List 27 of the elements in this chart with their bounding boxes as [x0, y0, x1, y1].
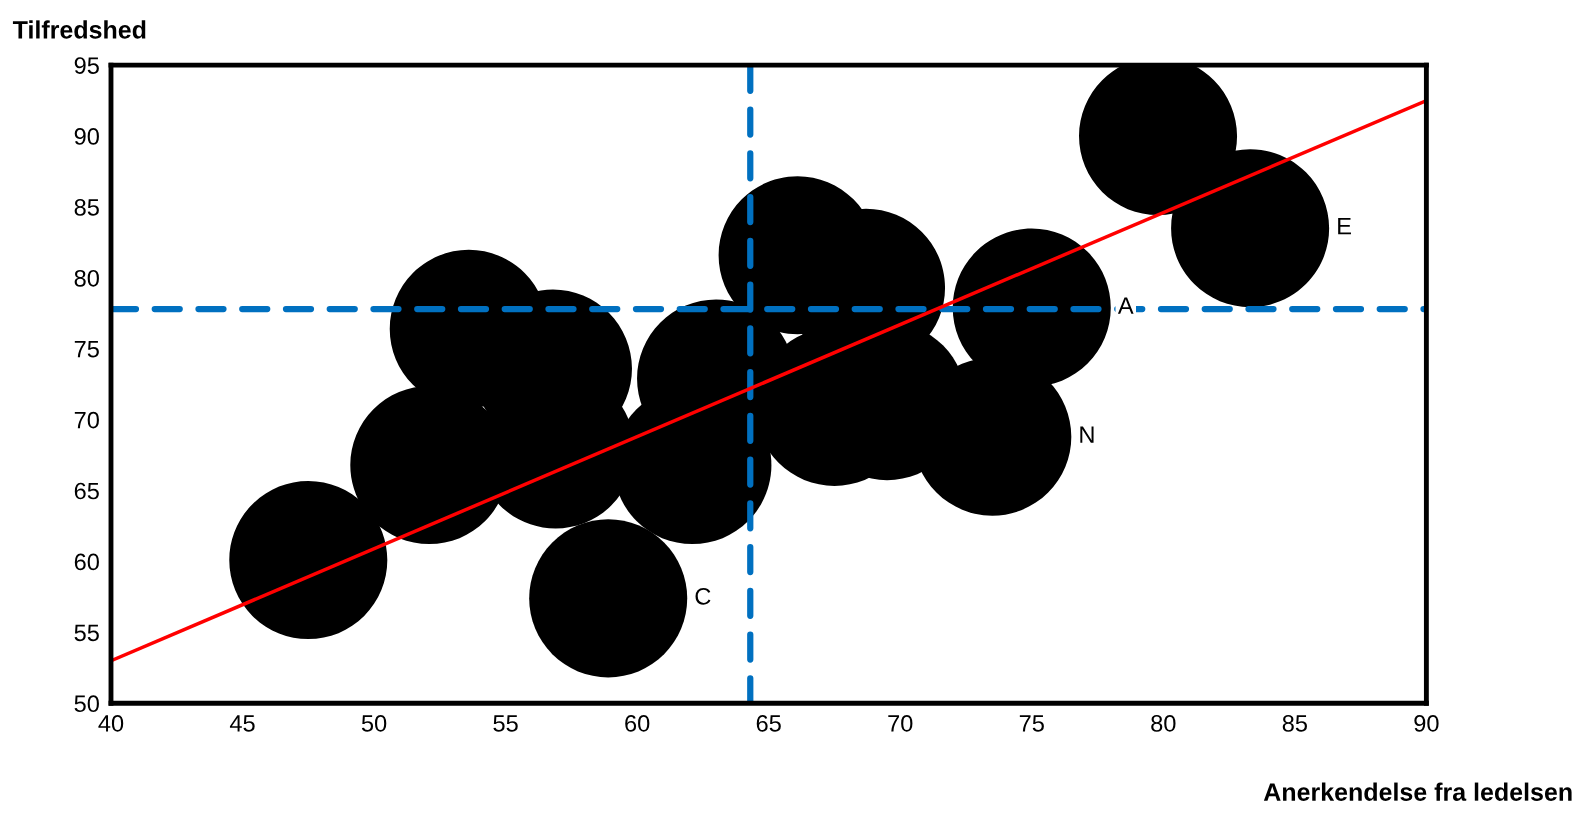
x-axis-title: Anerkendelse fra ledelsen: [1263, 782, 1572, 801]
y-tick-label: 90: [74, 128, 99, 145]
data-label: C: [695, 587, 711, 605]
x-tick-label: 40: [98, 715, 124, 732]
data-label: A: [1117, 297, 1134, 314]
x-tick-label: 50: [361, 715, 387, 732]
data-label: N: [1080, 426, 1094, 443]
y-tick-label: 70: [74, 411, 99, 429]
x-tick-label: 90: [1414, 715, 1439, 732]
y-tick-label: 65: [74, 482, 99, 500]
y-tick-label: 75: [74, 341, 99, 358]
x-tick-label: 60: [625, 715, 650, 732]
x-tick-label: 85: [1282, 715, 1307, 732]
data-label: E: [1338, 218, 1351, 235]
y-tick-label: 80: [74, 269, 99, 287]
x-tick-label: 80: [1151, 715, 1176, 732]
y-tick-label: 85: [74, 199, 99, 216]
y-tick-label: 95: [74, 57, 99, 74]
y-axis-title: Tilfredshed: [12, 20, 146, 39]
y-tick-label: 60: [74, 553, 99, 571]
x-tick-label: 45: [229, 715, 255, 732]
x-tick-label: 55: [493, 715, 518, 732]
x-tick-label: 70: [888, 715, 913, 732]
x-tick-label: 65: [756, 715, 781, 732]
y-tick-label: 55: [74, 624, 99, 642]
y-tick-label: 50: [74, 695, 99, 713]
x-tick-label: 75: [1019, 715, 1044, 732]
